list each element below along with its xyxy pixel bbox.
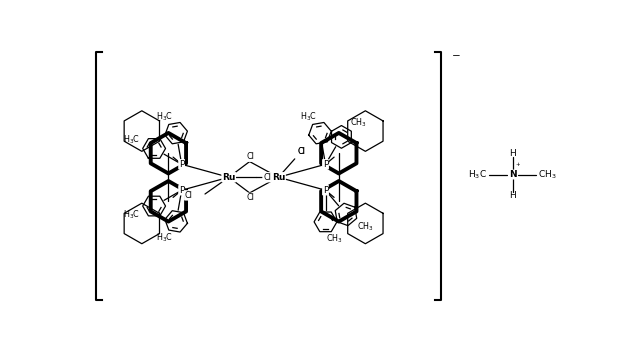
Text: CH$_3$: CH$_3$ <box>356 221 374 233</box>
Text: Cl: Cl <box>185 191 193 200</box>
Text: H: H <box>509 149 516 158</box>
Text: P: P <box>179 186 184 195</box>
Text: Cl: Cl <box>185 191 193 200</box>
Text: Cl: Cl <box>263 173 271 182</box>
Text: N: N <box>509 170 516 179</box>
Text: Cl: Cl <box>263 173 271 182</box>
Text: Ru: Ru <box>222 173 236 182</box>
Text: Ru: Ru <box>222 173 236 182</box>
Text: P: P <box>323 186 328 195</box>
Text: Ru: Ru <box>272 173 285 182</box>
Text: $-$: $-$ <box>451 49 460 59</box>
Text: CH$_3$: CH$_3$ <box>538 168 557 181</box>
Text: P: P <box>179 160 184 169</box>
Text: Cl: Cl <box>246 152 255 161</box>
Text: Cl: Cl <box>246 193 255 202</box>
Text: H$_3$C: H$_3$C <box>156 231 173 244</box>
Text: H$_3$C: H$_3$C <box>123 208 140 220</box>
Text: Cl: Cl <box>297 147 305 155</box>
Text: Cl: Cl <box>297 147 305 155</box>
Text: P: P <box>323 160 328 169</box>
Text: Cl: Cl <box>246 193 255 202</box>
Text: P: P <box>323 186 328 195</box>
Text: H$_3$C: H$_3$C <box>156 111 173 123</box>
Text: P: P <box>179 186 184 195</box>
Text: $^+$: $^+$ <box>514 161 521 170</box>
Text: H$_3$C: H$_3$C <box>468 168 486 181</box>
Text: P: P <box>323 160 328 169</box>
Text: CH$_3$: CH$_3$ <box>349 117 367 129</box>
Text: H$_3$C: H$_3$C <box>123 134 140 146</box>
Text: Ru: Ru <box>272 173 285 182</box>
Text: H$_3$C: H$_3$C <box>300 111 317 123</box>
Text: CH$_3$: CH$_3$ <box>326 232 342 245</box>
Text: P: P <box>179 160 184 169</box>
Text: H: H <box>509 191 516 200</box>
Text: Cl: Cl <box>246 152 255 161</box>
